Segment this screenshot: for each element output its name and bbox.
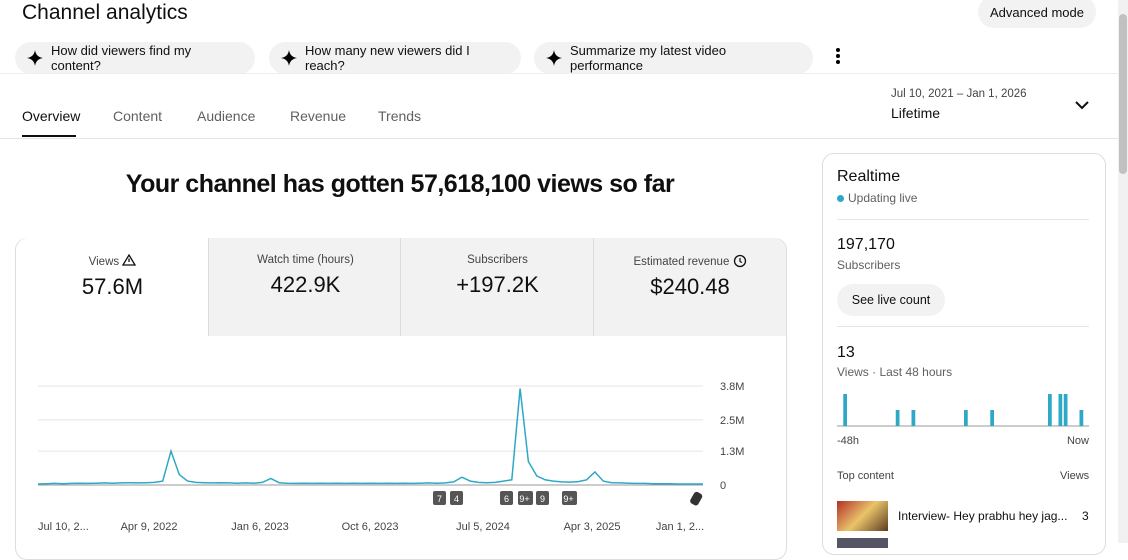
x-tick-label: Jan 6, 2023 (231, 521, 289, 533)
metric-card[interactable]: Watch time (hours) 422.9K (208, 238, 402, 336)
axis-label: Now (1067, 435, 1089, 447)
suggestion-text: How did viewers find my content? (51, 43, 192, 73)
bar (1063, 394, 1068, 426)
warning-icon (122, 253, 137, 266)
metric-value: 422.9K (270, 272, 341, 297)
metric-label-text: Views (88, 256, 120, 268)
tab[interactable]: Trends (378, 108, 422, 124)
annotation-badge (536, 491, 549, 505)
metric-value: $240.48 (650, 274, 730, 299)
tab[interactable]: Revenue (290, 108, 347, 124)
realtime-views: 13 (837, 344, 855, 361)
shorts-icon (690, 491, 703, 506)
x-tick-label: Oct 6, 2023 (342, 521, 399, 533)
annotation-badge (518, 491, 533, 505)
annotation-badge (500, 491, 513, 505)
x-tick-label: Apr 9, 2022 (121, 521, 178, 533)
annotation-label: 4 (454, 494, 459, 504)
scrollbar[interactable] (1118, 0, 1128, 543)
realtime-title: Realtime (837, 168, 901, 185)
bar (911, 410, 916, 426)
video-views: 3 (1082, 509, 1089, 523)
sparkle-icon (27, 50, 43, 66)
divider (837, 326, 1089, 327)
subscriber-count: 197,170 (837, 236, 895, 253)
annotation-label: 9 (540, 494, 545, 504)
bar (990, 410, 994, 426)
metric-label-text: Estimated revenue (633, 256, 730, 268)
sparkle-icon (546, 50, 562, 66)
realtime-panel (822, 153, 1106, 555)
subscriber-label: Subscribers (837, 258, 901, 272)
scrollbar-thumb[interactable] (1119, 14, 1127, 174)
realtime-views-label: Views · Last 48 hours (837, 365, 953, 379)
realtime-chart: -48h Now (837, 394, 1089, 447)
top-content-label: Top content (837, 470, 894, 482)
y-tick-label: 1.3M (720, 446, 744, 458)
metric-card[interactable]: Views 57.6M (16, 238, 209, 336)
annotation-badge (433, 491, 446, 505)
x-tick-label: Apr 3, 2025 (564, 521, 621, 533)
tab-indicator (22, 135, 76, 137)
annotation-label: 9+ (563, 494, 573, 504)
annotation-label: 6 (504, 494, 509, 504)
metric-label: Estimated revenue (594, 254, 786, 268)
bar (1058, 394, 1063, 426)
headline: Your channel has gotten 57,618,100 views… (125, 170, 675, 198)
advanced-mode-button[interactable]: Advanced mode (978, 0, 1096, 28)
views-chart: 0 1.3M 2.5M 3.8M Jul 10, 2... Apr 9, 2022 Jan … (37, 381, 744, 533)
metric-value: 57.6M (81, 274, 144, 299)
sparkle-icon (281, 50, 297, 66)
live-count-button[interactable]: See live count (837, 284, 945, 316)
y-tick-label: 2.5M (720, 415, 744, 427)
more-menu[interactable] (832, 47, 844, 67)
video-thumbnail[interactable] (837, 538, 888, 548)
bar (843, 394, 847, 426)
realtime-status: Updating live (837, 191, 917, 205)
divider (0, 138, 1118, 139)
top-views-label: Views (1060, 470, 1090, 482)
divider (0, 73, 1118, 74)
bar (1079, 410, 1084, 426)
divider (837, 219, 1089, 220)
metric-card[interactable]: Estimated revenue $240.48 (593, 238, 786, 336)
annotation-label: 9+ (519, 494, 529, 504)
tab[interactable]: Audience (197, 108, 256, 124)
bar (964, 410, 968, 426)
date-range-label[interactable]: Lifetime (891, 105, 941, 121)
x-tick-label: Jan 1, 2... (656, 521, 704, 533)
live-dot (837, 195, 844, 202)
video-thumbnail[interactable] (837, 501, 888, 531)
views-line (37, 388, 703, 485)
video-title[interactable]: Interview- Hey prabhu hey jag... (898, 509, 1068, 523)
suggestion-text: How many new viewers did I reach? (305, 43, 470, 73)
dropdown-arrow[interactable] (1074, 100, 1090, 112)
suggestion-text: Summarize my latest video performance (570, 43, 727, 73)
suggestion-chip[interactable]: Summarize my latest video performance (534, 42, 813, 74)
metric-label: Watch time (hours) (257, 254, 354, 266)
page-title: Channel analytics (22, 1, 188, 24)
y-tick-label: 0 (720, 480, 726, 492)
bar (1048, 394, 1052, 426)
bar (895, 410, 900, 426)
tab[interactable]: Content (113, 108, 163, 124)
x-tick-label: Jul 5, 2024 (456, 521, 510, 533)
status-text: Updating live (848, 191, 918, 205)
annotation-badge (450, 491, 463, 505)
metric-label: Subscribers (467, 254, 528, 266)
metric-value: +197.2K (456, 272, 539, 297)
annotation-badge (562, 491, 577, 505)
annotation-label: 7 (437, 494, 442, 504)
date-range: Jul 10, 2021 – Jan 1, 2026 (891, 88, 1027, 100)
clock-icon (733, 254, 746, 268)
suggestion-chip[interactable]: How did viewers find my content? (15, 42, 255, 74)
tab-selected[interactable]: Overview (22, 108, 81, 124)
y-tick-label: 3.8M (720, 381, 744, 393)
x-tick-label: Jul 10, 2... (38, 521, 89, 533)
metric-card[interactable]: Subscribers +197.2K (400, 238, 594, 336)
suggestion-chip[interactable]: How many new viewers did I reach? (269, 42, 521, 74)
axis-label: -48h (837, 435, 859, 447)
metric-label: Views (16, 253, 209, 268)
